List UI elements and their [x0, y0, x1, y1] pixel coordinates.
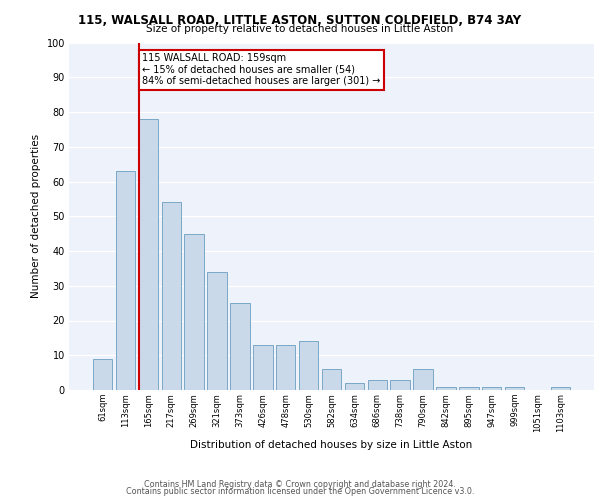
Bar: [436, 386, 455, 390]
Bar: [93, 358, 112, 390]
Bar: [184, 234, 204, 390]
Bar: [505, 386, 524, 390]
Bar: [208, 272, 227, 390]
Bar: [413, 369, 433, 390]
Y-axis label: Number of detached properties: Number of detached properties: [31, 134, 41, 298]
Text: Contains HM Land Registry data © Crown copyright and database right 2024.: Contains HM Land Registry data © Crown c…: [144, 480, 456, 489]
Bar: [253, 345, 272, 390]
Bar: [139, 119, 158, 390]
Bar: [116, 171, 135, 390]
Bar: [322, 369, 341, 390]
Bar: [459, 386, 479, 390]
Text: 115 WALSALL ROAD: 159sqm
← 15% of detached houses are smaller (54)
84% of semi-d: 115 WALSALL ROAD: 159sqm ← 15% of detach…: [142, 53, 380, 86]
Text: Size of property relative to detached houses in Little Aston: Size of property relative to detached ho…: [146, 24, 454, 34]
Text: 115, WALSALL ROAD, LITTLE ASTON, SUTTON COLDFIELD, B74 3AY: 115, WALSALL ROAD, LITTLE ASTON, SUTTON …: [79, 14, 521, 27]
X-axis label: Distribution of detached houses by size in Little Aston: Distribution of detached houses by size …: [190, 440, 473, 450]
Bar: [344, 383, 364, 390]
Bar: [482, 386, 502, 390]
Bar: [161, 202, 181, 390]
Bar: [276, 345, 295, 390]
Bar: [230, 303, 250, 390]
Bar: [551, 386, 570, 390]
Bar: [368, 380, 387, 390]
Bar: [391, 380, 410, 390]
Text: Contains public sector information licensed under the Open Government Licence v3: Contains public sector information licen…: [126, 487, 474, 496]
Bar: [299, 342, 319, 390]
